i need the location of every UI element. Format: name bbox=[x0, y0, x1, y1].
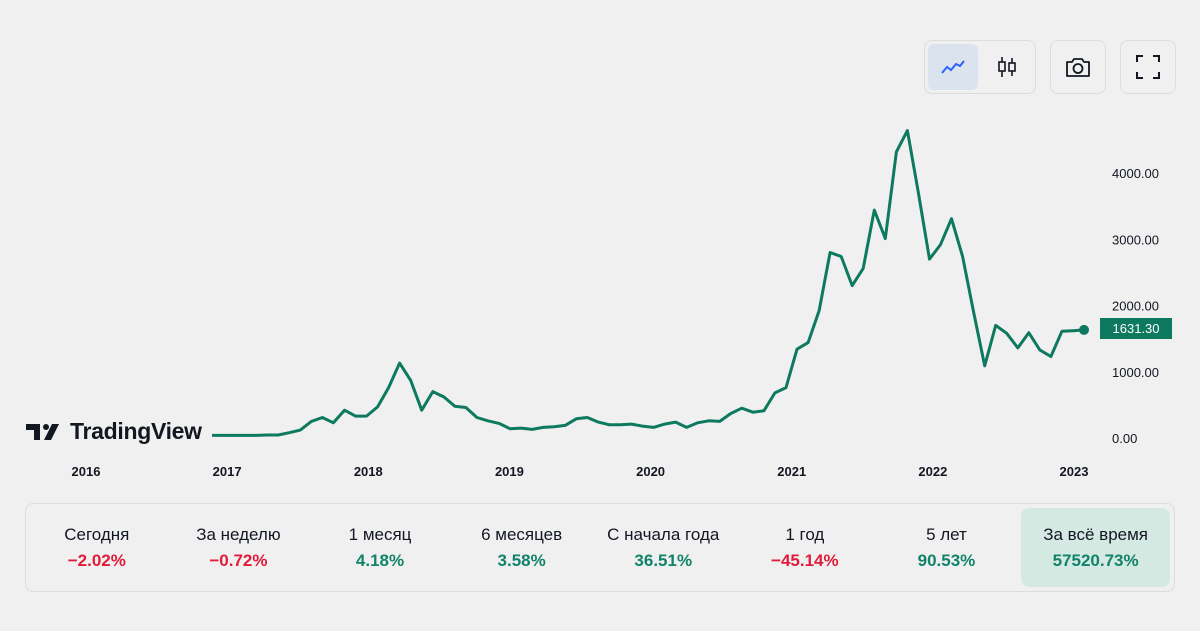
performance-period-label: С начала года bbox=[607, 524, 720, 544]
camera-icon bbox=[1066, 58, 1090, 77]
performance-period-label: 6 месяцев bbox=[481, 524, 563, 544]
performance-period-0[interactable]: Сегодня −2.02% bbox=[26, 504, 168, 591]
performance-period-value: 90.53% bbox=[917, 550, 976, 570]
y-tick-label: 0.00 bbox=[1112, 431, 1137, 446]
performance-period-7[interactable]: За всё время 57520.73% bbox=[1021, 508, 1170, 587]
fullscreen-icon bbox=[1136, 55, 1160, 79]
performance-period-label: Сегодня bbox=[64, 524, 130, 544]
line-chart-icon bbox=[941, 60, 965, 74]
performance-period-value: −0.72% bbox=[209, 550, 268, 570]
performance-period-value: −2.02% bbox=[67, 550, 126, 570]
chart-type-group bbox=[924, 40, 1036, 94]
price-chart: 0.00 1000.00 2000.00 3000.00 4000.00 2016 2017… bbox=[72, 129, 1159, 479]
x-tick-label: 2022 bbox=[918, 464, 947, 479]
performance-period-6[interactable]: 5 лет 90.53% bbox=[876, 504, 1018, 591]
price-series-line bbox=[212, 129, 1085, 437]
tradingview-logo[interactable]: TradingView bbox=[26, 418, 202, 445]
snapshot-button[interactable] bbox=[1050, 40, 1106, 94]
candlestick-chart-button[interactable] bbox=[982, 44, 1032, 90]
performance-bar: Сегодня −2.02% За неделю −0.72% 1 месяц 4.18%… bbox=[25, 503, 1175, 592]
tradingview-logo-icon bbox=[26, 423, 59, 440]
performance-period-4[interactable]: С начала года 36.51% bbox=[592, 504, 734, 591]
chart-toolbar bbox=[924, 40, 1176, 94]
performance-period-value: 3.58% bbox=[497, 550, 546, 570]
y-tick-label: 2000.00 bbox=[1112, 299, 1159, 314]
x-tick-label: 2021 bbox=[777, 464, 806, 479]
performance-period-1[interactable]: За неделю −0.72% bbox=[168, 504, 310, 591]
performance-period-value: 57520.73% bbox=[1052, 550, 1139, 570]
x-tick-label: 2016 bbox=[72, 464, 101, 479]
last-price-dot bbox=[1079, 324, 1089, 335]
performance-period-2[interactable]: 1 месяц 4.18% bbox=[309, 504, 451, 591]
performance-period-3[interactable]: 6 месяцев 3.58% bbox=[451, 504, 593, 591]
performance-period-label: 1 год bbox=[785, 524, 825, 544]
x-tick-label: 2020 bbox=[636, 464, 665, 479]
performance-period-label: 5 лет bbox=[926, 524, 967, 544]
performance-period-5[interactable]: 1 год −45.14% bbox=[734, 504, 876, 591]
y-tick-label: 4000.00 bbox=[1112, 166, 1159, 181]
fullscreen-button[interactable] bbox=[1120, 40, 1176, 94]
x-tick-label: 2018 bbox=[354, 464, 383, 479]
last-price-label: 1631.30 bbox=[1100, 318, 1172, 339]
x-tick-label: 2017 bbox=[213, 464, 242, 479]
performance-period-value: 4.18% bbox=[355, 550, 405, 570]
performance-period-value: 36.51% bbox=[634, 550, 693, 570]
performance-period-label: 1 месяц bbox=[348, 524, 412, 544]
tradingview-logo-text: TradingView bbox=[70, 418, 202, 444]
y-tick-label: 1000.00 bbox=[1112, 365, 1159, 380]
line-chart-button[interactable] bbox=[928, 44, 978, 90]
performance-period-value: −45.14% bbox=[771, 550, 839, 570]
performance-period-label: За всё время bbox=[1043, 524, 1149, 544]
performance-period-label: За неделю bbox=[196, 524, 281, 544]
y-tick-label: 3000.00 bbox=[1112, 232, 1159, 247]
candlestick-icon bbox=[998, 57, 1016, 77]
x-tick-label: 2023 bbox=[1060, 464, 1089, 479]
x-tick-label: 2019 bbox=[495, 464, 524, 479]
